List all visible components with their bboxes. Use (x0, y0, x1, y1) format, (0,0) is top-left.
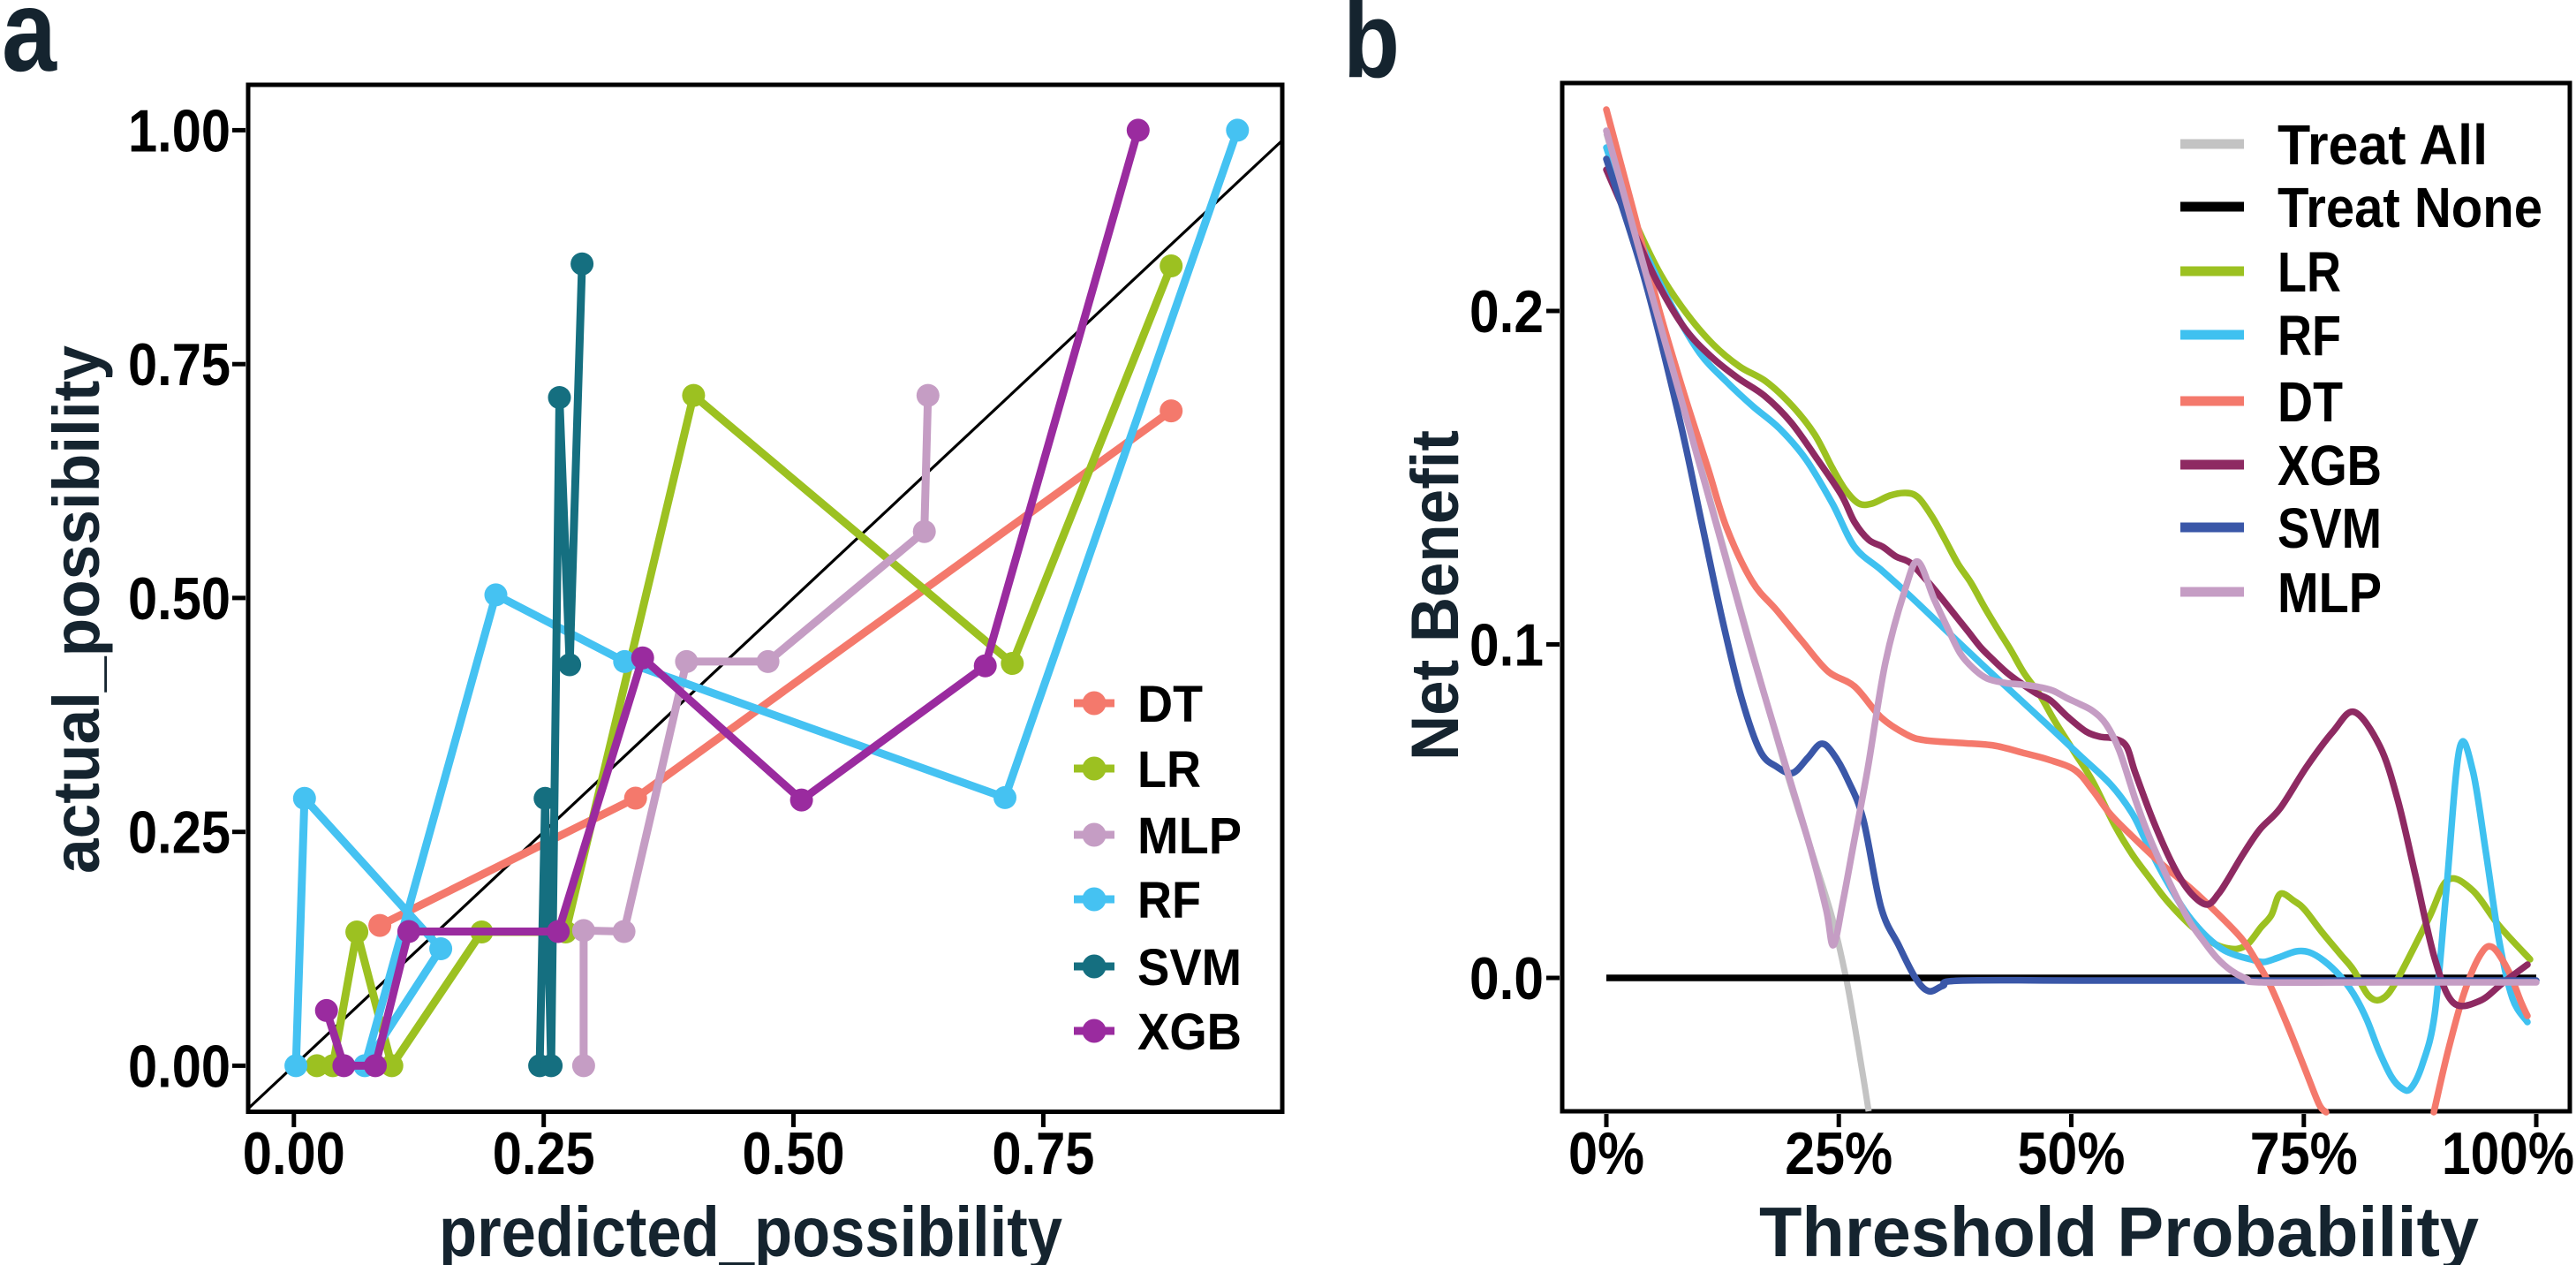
svg-text:0.2: 0.2 (1469, 278, 1544, 345)
svg-text:1.00: 1.00 (128, 97, 230, 164)
svg-text:50%: 50% (2018, 1120, 2126, 1187)
svg-text:0.00: 0.00 (243, 1120, 345, 1187)
svg-text:0.75: 0.75 (992, 1120, 1094, 1187)
svg-text:LR: LR (2278, 240, 2341, 304)
svg-text:0.75: 0.75 (128, 331, 230, 398)
svg-text:a: a (2, 0, 57, 95)
svg-text:0.50: 0.50 (743, 1120, 845, 1187)
svg-text:Treat All: Treat All (2278, 113, 2488, 177)
svg-text:Net Benefit: Net Benefit (1398, 430, 1473, 761)
svg-text:0.00: 0.00 (128, 1033, 230, 1100)
svg-text:0.1: 0.1 (1469, 612, 1544, 679)
svg-text:0.25: 0.25 (128, 799, 230, 867)
svg-text:DT: DT (1137, 676, 1203, 733)
svg-text:Threshold Probability: Threshold Probability (1759, 1193, 2479, 1265)
svg-text:25%: 25% (1785, 1120, 1892, 1187)
svg-text:MLP: MLP (1137, 807, 1242, 865)
svg-text:XGB: XGB (1137, 1004, 1242, 1061)
svg-text:0.25: 0.25 (493, 1120, 595, 1187)
svg-text:MLP: MLP (2278, 561, 2382, 625)
svg-text:SVM: SVM (1137, 939, 1242, 996)
svg-text:Treat None: Treat None (2278, 176, 2542, 239)
svg-text:RF: RF (2278, 304, 2341, 367)
svg-text:100%: 100% (2442, 1120, 2574, 1187)
svg-text:actual_possibility: actual_possibility (40, 345, 113, 874)
svg-text:RF: RF (1137, 872, 1201, 929)
svg-text:predicted_possibility: predicted_possibility (439, 1193, 1062, 1265)
svg-text:b: b (1343, 0, 1400, 100)
svg-text:0.0: 0.0 (1469, 945, 1544, 1012)
svg-text:0.50: 0.50 (128, 565, 230, 632)
svg-text:XGB: XGB (2278, 434, 2382, 497)
svg-text:DT: DT (2278, 370, 2343, 434)
svg-text:LR: LR (1137, 741, 1201, 799)
svg-text:75%: 75% (2250, 1120, 2358, 1187)
svg-text:0%: 0% (1568, 1120, 1644, 1187)
svg-text:SVM: SVM (2278, 496, 2382, 560)
